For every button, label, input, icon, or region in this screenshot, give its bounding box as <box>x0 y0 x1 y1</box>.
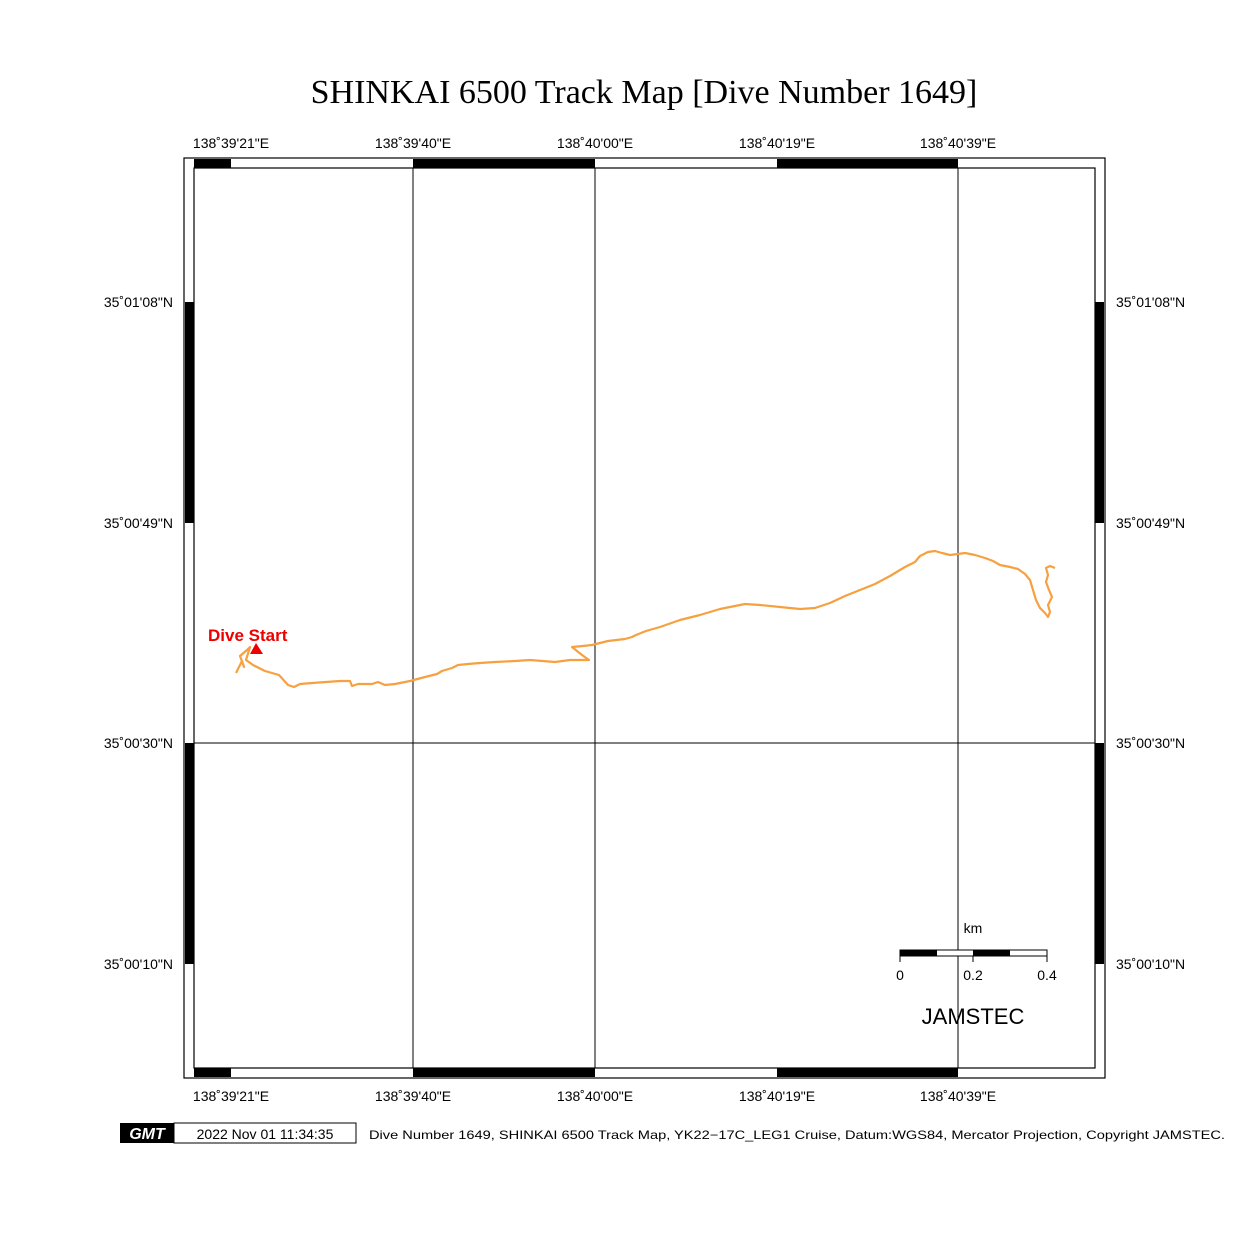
lon-label: 138˚39'21"E <box>193 135 269 151</box>
timestamp-box <box>173 1122 357 1144</box>
lon-label: 138˚40'00"E <box>557 135 633 151</box>
gmt-logo-text: GMT <box>129 1126 166 1143</box>
lon-label: 138˚40'19"E <box>739 1088 815 1104</box>
lon-label: 138˚40'00"E <box>557 1088 633 1104</box>
scale-tick-label: 0 <box>896 967 904 983</box>
lat-label: 35˚00'10"N <box>1116 956 1185 972</box>
scale-bar-segment <box>900 950 937 956</box>
gmt-stamp: GMT 2022 Nov 01 11:34:35 <box>120 1122 357 1144</box>
scale-bar: km 0 0.2 0.4 <box>896 920 1057 983</box>
lon-label: 138˚40'39"E <box>920 1088 996 1104</box>
graticule <box>194 168 1095 1068</box>
organization-label: JAMSTEC <box>922 1004 1025 1029</box>
timestamp: 2022 Nov 01 11:34:35 <box>197 1126 334 1142</box>
lat-label: 35˚00'10"N <box>104 956 173 972</box>
gmt-logo <box>120 1123 174 1143</box>
lat-label: 35˚00'30"N <box>104 735 173 751</box>
longitude-labels-top: 138˚39'21"E 138˚39'40"E 138˚40'00"E 138˚… <box>193 135 996 151</box>
latitude-labels-right: 35˚01'08"N 35˚00'49"N 35˚00'30"N 35˚00'1… <box>1116 294 1185 972</box>
footer-caption: Dive Number 1649, SHINKAI 6500 Track Map… <box>369 1128 1225 1142</box>
frame-right-segments <box>1095 302 1104 964</box>
map-frame-inner <box>193 167 1096 1069</box>
dive-track <box>235 549 1056 689</box>
lat-label: 35˚00'30"N <box>1116 735 1185 751</box>
scale-tick-label: 0.4 <box>1037 967 1057 983</box>
scale-bar-segment <box>973 950 1010 956</box>
scale-unit-label: km <box>964 920 983 936</box>
frame-top-segments <box>194 159 958 168</box>
longitude-labels-bottom: 138˚39'21"E 138˚39'40"E 138˚40'00"E 138˚… <box>193 1088 996 1104</box>
map-title: SHINKAI 6500 Track Map [Dive Number 1649… <box>311 74 978 111</box>
dive-start-label: Dive Start <box>208 626 288 645</box>
map-frame-outer <box>183 157 1106 1079</box>
lon-label: 138˚40'19"E <box>739 135 815 151</box>
lat-label: 35˚01'08"N <box>104 294 173 310</box>
lat-label: 35˚00'49"N <box>1116 515 1185 531</box>
lon-label: 138˚39'40"E <box>375 135 451 151</box>
lon-label: 138˚39'21"E <box>193 1088 269 1104</box>
lat-label: 35˚00'49"N <box>104 515 173 531</box>
lon-label: 138˚39'40"E <box>375 1088 451 1104</box>
dive-start-marker <box>250 643 263 654</box>
frame-left-segments <box>185 302 194 964</box>
latitude-labels-left: 35˚01'08"N 35˚00'49"N 35˚00'30"N 35˚00'1… <box>104 294 173 972</box>
lon-label: 138˚40'39"E <box>920 135 996 151</box>
frame-bottom-segments <box>194 1068 958 1077</box>
scale-tick-label: 0.2 <box>963 967 983 983</box>
lat-label: 35˚01'08"N <box>1116 294 1185 310</box>
